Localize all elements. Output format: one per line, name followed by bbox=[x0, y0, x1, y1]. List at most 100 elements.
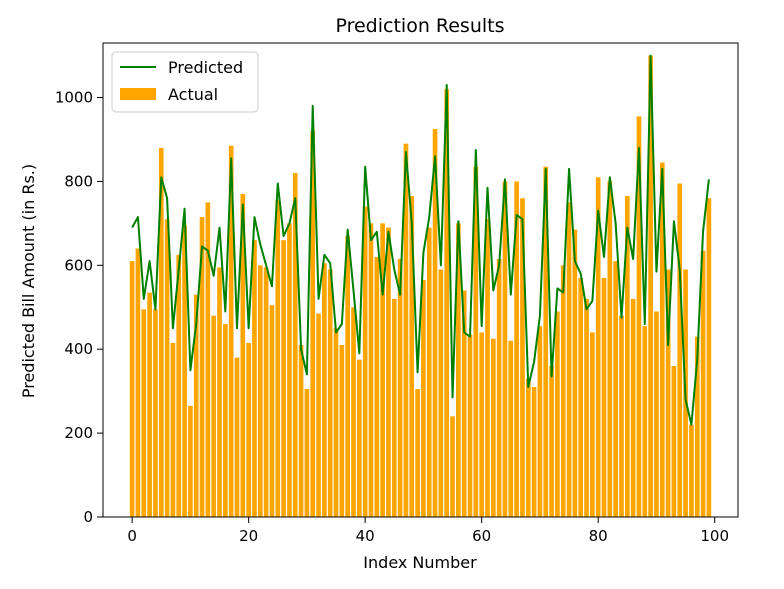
actual-bar bbox=[240, 194, 246, 517]
y-tick-label: 1000 bbox=[55, 89, 93, 107]
y-tick-label: 200 bbox=[64, 424, 93, 442]
actual-bar bbox=[578, 277, 584, 517]
actual-bar bbox=[351, 307, 356, 517]
y-tick-label: 800 bbox=[64, 172, 93, 190]
actual-bar bbox=[374, 256, 380, 517]
actual-bar bbox=[188, 405, 193, 517]
actual-bar bbox=[514, 181, 519, 518]
x-tick-label: 100 bbox=[700, 527, 729, 545]
actual-bar bbox=[648, 55, 653, 517]
actual-bar bbox=[415, 389, 420, 517]
actual-bar bbox=[502, 181, 508, 518]
actual-bar bbox=[357, 359, 362, 517]
actual-bar bbox=[432, 128, 438, 518]
actual-bar bbox=[490, 338, 496, 517]
actual-bar bbox=[333, 328, 339, 517]
actual-bar bbox=[158, 147, 164, 517]
actual-bar bbox=[211, 315, 217, 517]
actual-bar bbox=[461, 290, 467, 517]
actual-bar bbox=[345, 235, 351, 517]
actual-bar bbox=[572, 229, 578, 517]
actual-bar bbox=[176, 254, 182, 517]
x-axis-label: Index Number bbox=[363, 553, 477, 572]
actual-bar bbox=[525, 378, 531, 517]
actual-bar bbox=[508, 340, 514, 517]
actual-bar bbox=[403, 143, 409, 518]
actual-bar bbox=[322, 263, 327, 517]
actual-bars bbox=[129, 55, 712, 518]
actual-bar bbox=[170, 342, 176, 517]
actual-bar bbox=[671, 365, 677, 517]
actual-bar bbox=[217, 267, 222, 517]
actual-bar bbox=[555, 311, 560, 517]
actual-bar bbox=[153, 309, 158, 517]
actual-bar bbox=[450, 416, 455, 517]
actual-bar bbox=[636, 116, 642, 517]
actual-bar bbox=[310, 131, 316, 517]
actual-bar bbox=[456, 223, 461, 517]
actual-bar bbox=[467, 334, 473, 517]
actual-bar bbox=[205, 202, 211, 517]
actual-bar bbox=[426, 227, 432, 517]
actual-bar bbox=[246, 342, 251, 517]
actual-bar bbox=[228, 145, 234, 517]
actual-bar bbox=[368, 223, 374, 517]
actual-bar bbox=[520, 198, 525, 517]
actual-bar bbox=[619, 315, 624, 517]
actual-bar bbox=[706, 198, 712, 517]
actual-bar bbox=[677, 183, 683, 517]
actual-bar bbox=[595, 177, 601, 518]
chart-title: Prediction Results bbox=[335, 15, 504, 37]
actual-bar bbox=[234, 357, 240, 517]
x-tick-label: 60 bbox=[472, 527, 491, 545]
actual-bar bbox=[531, 386, 537, 517]
actual-bar bbox=[316, 313, 321, 517]
actual-bar bbox=[327, 269, 333, 517]
actual-bar bbox=[496, 259, 502, 517]
actual-bar bbox=[689, 424, 694, 517]
actual-bar bbox=[566, 202, 572, 517]
actual-bar bbox=[380, 223, 385, 517]
actual-bar bbox=[252, 240, 257, 517]
actual-bar bbox=[642, 326, 648, 517]
actual-bar bbox=[147, 292, 152, 517]
x-tick-label: 0 bbox=[127, 527, 137, 545]
actual-bar bbox=[281, 240, 286, 517]
actual-bar bbox=[543, 166, 549, 518]
actual-bar bbox=[479, 332, 484, 517]
actual-bar bbox=[409, 196, 415, 518]
actual-bar bbox=[304, 389, 310, 517]
y-tick-label: 0 bbox=[83, 508, 93, 526]
axes bbox=[102, 42, 739, 518]
y-tick-label: 400 bbox=[64, 340, 93, 358]
actual-bar bbox=[362, 206, 368, 517]
actual-bar bbox=[223, 324, 228, 517]
actual-bar bbox=[129, 261, 135, 517]
actual-bar bbox=[613, 261, 618, 517]
actual-bar bbox=[444, 89, 450, 517]
x-tick-label: 40 bbox=[356, 527, 375, 545]
actual-bar bbox=[269, 305, 275, 517]
actual-bar bbox=[164, 219, 170, 517]
actual-bar bbox=[397, 259, 403, 517]
actual-bar bbox=[485, 219, 490, 517]
actual-bar bbox=[607, 181, 613, 518]
actual-bar bbox=[590, 332, 595, 517]
actual-bar bbox=[630, 298, 636, 517]
y-axis-label: Predicted Bill Amount (in Rs.) bbox=[19, 164, 38, 398]
actual-bar bbox=[339, 345, 345, 517]
legend: Predicted Actual bbox=[111, 51, 259, 113]
actual-bar bbox=[438, 269, 444, 517]
actual-bar bbox=[292, 173, 298, 518]
actual-bar bbox=[659, 162, 665, 518]
actual-bar bbox=[193, 294, 199, 517]
plot-frame bbox=[102, 42, 739, 518]
actual-bar bbox=[473, 166, 479, 518]
legend-actual-swatch bbox=[120, 88, 156, 100]
predicted-line-group bbox=[131, 54, 710, 426]
actual-bar bbox=[298, 345, 304, 517]
actual-bar bbox=[287, 223, 292, 517]
actual-bar bbox=[141, 309, 147, 517]
